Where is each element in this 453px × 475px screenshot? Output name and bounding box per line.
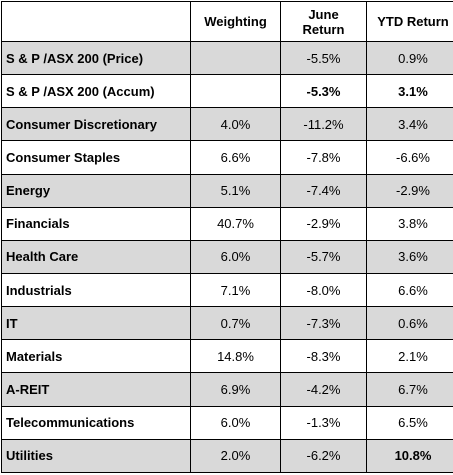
row-ytd-return: 6.6%	[366, 272, 453, 308]
table-row: Industrials 7.1% -8.0% 6.6%	[1, 272, 453, 308]
row-name: Utilities	[1, 438, 191, 474]
row-june-return: -7.4%	[280, 173, 367, 208]
table-row: Utilities 2.0% -6.2% 10.8%	[1, 438, 453, 474]
row-ytd-return: -6.6%	[366, 140, 453, 175]
row-june-return: -8.3%	[280, 339, 367, 374]
table-row: Health Care 6.0% -5.7% 3.6%	[1, 239, 453, 274]
table-row: Energy 5.1% -7.4% -2.9%	[1, 173, 453, 208]
table-row: IT 0.7% -7.3% 0.6%	[1, 306, 453, 341]
row-june-return: -7.3%	[280, 306, 367, 341]
row-weighting: 14.8%	[190, 339, 281, 374]
table-row: Financials 40.7% -2.9% 3.8%	[1, 206, 453, 241]
row-ytd-return: 3.1%	[366, 74, 453, 109]
row-name: IT	[1, 306, 191, 341]
row-name: Health Care	[1, 239, 191, 274]
table-row: Telecommunications 6.0% -1.3% 6.5%	[1, 405, 453, 440]
row-weighting: 5.1%	[190, 173, 281, 208]
row-weighting: 7.1%	[190, 272, 281, 308]
row-ytd-return: -2.9%	[366, 173, 453, 208]
table-row: Materials 14.8% -8.3% 2.1%	[1, 339, 453, 374]
row-june-return: -1.3%	[280, 405, 367, 440]
row-ytd-return: 3.8%	[366, 206, 453, 241]
row-june-return: -7.8%	[280, 140, 367, 175]
row-ytd-return: 0.6%	[366, 306, 453, 341]
header-june-return: June Return	[280, 1, 367, 42]
row-weighting: 6.9%	[190, 372, 281, 407]
row-name: S & P /ASX 200 (Accum)	[1, 74, 191, 109]
header-june-line2: Return	[302, 21, 345, 37]
row-name: Industrials	[1, 272, 191, 308]
row-june-return: -5.7%	[280, 239, 367, 274]
table-row: Consumer Staples 6.6% -7.8% -6.6%	[1, 140, 453, 175]
header-june-line1: June	[308, 6, 339, 22]
row-weighting: 6.0%	[190, 405, 281, 440]
row-name: Telecommunications	[1, 405, 191, 440]
row-name: A-REIT	[1, 372, 191, 407]
row-june-return: -8.0%	[280, 272, 367, 308]
row-weighting	[190, 40, 281, 76]
header-weighting: Weighting	[190, 1, 281, 42]
row-ytd-return: 6.7%	[366, 372, 453, 407]
row-weighting	[190, 74, 281, 109]
table-row: S & P /ASX 200 (Accum) -5.3% 3.1%	[1, 74, 453, 109]
row-june-return: -11.2%	[280, 107, 367, 142]
table-row: S & P /ASX 200 (Price) -5.5% 0.9%	[1, 40, 453, 76]
table-row: Consumer Discretionary 4.0% -11.2% 3.4%	[1, 107, 453, 142]
row-name: Materials	[1, 339, 191, 374]
row-name: Consumer Staples	[1, 140, 191, 175]
row-june-return: -6.2%	[280, 438, 367, 474]
row-june-return: -2.9%	[280, 206, 367, 241]
row-name: S & P /ASX 200 (Price)	[1, 40, 191, 76]
row-weighting: 2.0%	[190, 438, 281, 474]
row-ytd-return: 3.4%	[366, 107, 453, 142]
row-weighting: 6.6%	[190, 140, 281, 175]
row-name: Consumer Discretionary	[1, 107, 191, 142]
row-ytd-return: 0.9%	[366, 40, 453, 76]
row-ytd-return: 3.6%	[366, 239, 453, 274]
row-weighting: 6.0%	[190, 239, 281, 274]
row-name: Energy	[1, 173, 191, 208]
header-sector	[1, 1, 191, 42]
table-row: A-REIT 6.9% -4.2% 6.7%	[1, 372, 453, 407]
row-weighting: 4.0%	[190, 107, 281, 142]
row-june-return: -4.2%	[280, 372, 367, 407]
row-june-return: -5.5%	[280, 40, 367, 76]
row-name: Financials	[1, 206, 191, 241]
row-weighting: 40.7%	[190, 206, 281, 241]
row-ytd-return: 6.5%	[366, 405, 453, 440]
row-weighting: 0.7%	[190, 306, 281, 341]
row-ytd-return: 10.8%	[366, 438, 453, 474]
header-ytd-return: YTD Return	[366, 1, 453, 42]
row-june-return: -5.3%	[280, 74, 367, 109]
header-row: Weighting June Return YTD Return	[1, 1, 453, 42]
row-ytd-return: 2.1%	[366, 339, 453, 374]
